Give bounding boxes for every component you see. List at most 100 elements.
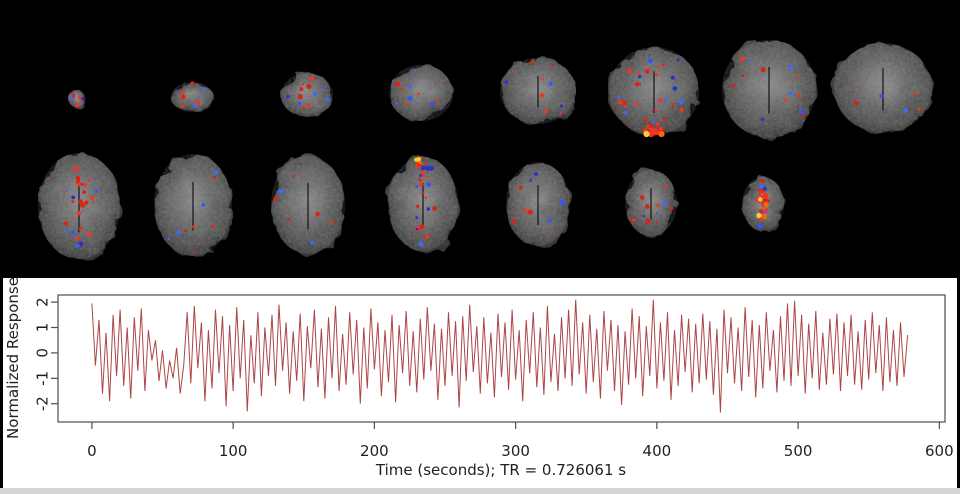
activation-voxel <box>181 94 186 100</box>
activation-voxel <box>180 90 185 95</box>
activation-voxel <box>88 178 92 182</box>
activation-voxel <box>655 203 659 207</box>
brain-texture <box>389 65 453 121</box>
hot-activation-cluster <box>761 213 768 220</box>
activation-voxel <box>190 82 193 86</box>
activation-voxel <box>426 207 431 211</box>
activation-voxel <box>797 93 801 98</box>
activation-voxel <box>212 175 216 179</box>
activation-voxel <box>637 71 640 75</box>
activation-voxel <box>75 176 81 181</box>
activation-voxel <box>430 102 435 107</box>
activation-voxel <box>78 95 82 99</box>
activation-voxel <box>627 68 633 74</box>
activation-voxel <box>94 189 99 193</box>
activation-voxel <box>213 169 219 175</box>
activation-voxel <box>642 215 646 218</box>
bottom-edge-strip <box>0 488 960 494</box>
activation-voxel <box>297 94 303 100</box>
activation-voxel <box>425 165 431 171</box>
activation-voxel <box>762 198 766 202</box>
activation-voxel <box>310 240 314 245</box>
activation-voxel <box>315 211 320 217</box>
activation-voxel <box>71 195 76 200</box>
activation-voxel <box>63 221 69 226</box>
activation-voxel <box>654 73 659 77</box>
activation-voxel <box>663 117 667 122</box>
activation-voxel <box>654 109 658 113</box>
activation-voxel <box>78 98 82 101</box>
brain-slice <box>742 177 784 231</box>
activation-voxel <box>421 165 426 171</box>
montage-background <box>0 0 960 278</box>
hot-activation-cluster <box>758 197 763 202</box>
activation-voxel <box>511 219 516 224</box>
x-axis-title: Time (seconds); TR = 0.726061 s <box>375 461 627 479</box>
activation-voxel <box>645 218 651 224</box>
hot-activation-cluster <box>658 131 665 138</box>
y-tick-label: 2 <box>34 297 52 307</box>
activation-voxel <box>211 224 215 229</box>
activation-voxel <box>82 182 88 187</box>
activation-voxel <box>638 82 641 86</box>
activation-voxel <box>407 96 413 101</box>
activation-voxel <box>426 175 429 178</box>
activation-voxel <box>395 102 398 105</box>
hot-activation-cluster <box>424 163 428 166</box>
activation-voxel <box>663 97 667 101</box>
activation-voxel <box>617 95 621 99</box>
x-tick-label: 600 <box>925 442 954 460</box>
activation-voxel <box>86 232 92 237</box>
activation-voxel <box>89 195 94 200</box>
activation-voxel <box>527 209 533 215</box>
activation-voxel <box>180 104 184 109</box>
activation-voxel <box>539 93 545 98</box>
activation-voxel <box>62 190 66 194</box>
activation-voxel <box>299 87 304 92</box>
activation-voxel <box>78 199 83 204</box>
activation-voxel <box>202 87 206 92</box>
hot-activation-cluster <box>759 209 763 213</box>
brain-montage-svg <box>0 0 960 278</box>
brain-slice <box>834 43 932 133</box>
activation-voxel <box>68 94 73 99</box>
activation-voxel <box>415 185 419 189</box>
activation-voxel <box>415 216 419 220</box>
activation-voxel <box>426 182 431 187</box>
hot-activation-cluster <box>758 206 762 210</box>
activation-voxel <box>286 94 290 99</box>
activation-voxel <box>629 217 633 220</box>
activation-voxel <box>435 98 438 102</box>
y-tick-label: 1 <box>34 323 52 333</box>
activation-voxel <box>739 56 745 62</box>
activation-voxel <box>788 64 794 70</box>
hot-activation-cluster <box>763 201 769 208</box>
activation-voxel <box>670 206 674 211</box>
hot-activation-cluster <box>643 130 650 138</box>
activation-voxel <box>442 79 445 82</box>
activation-voxel <box>741 74 745 78</box>
plot-frame <box>57 294 946 423</box>
activation-voxel <box>75 245 78 248</box>
hot-activation-cluster <box>760 193 764 196</box>
activation-voxel <box>195 100 201 105</box>
activation-voxel <box>634 102 638 106</box>
activation-voxel <box>82 190 86 195</box>
activation-voxel <box>79 228 82 231</box>
activation-voxel <box>80 202 86 208</box>
activation-voxel <box>658 98 663 103</box>
activation-voxel <box>801 114 805 118</box>
activation-voxel <box>550 64 554 67</box>
hot-activation-cluster <box>416 157 421 162</box>
activation-voxel <box>760 117 765 122</box>
activation-voxel <box>421 191 424 194</box>
activation-voxel <box>548 84 551 87</box>
activation-voxel <box>93 201 95 204</box>
activation-voxel <box>286 217 291 221</box>
activation-voxel <box>513 214 516 217</box>
activation-voxel <box>422 235 425 238</box>
activation-voxel <box>643 118 648 123</box>
activation-voxel <box>529 61 533 65</box>
activation-voxel <box>511 70 514 73</box>
